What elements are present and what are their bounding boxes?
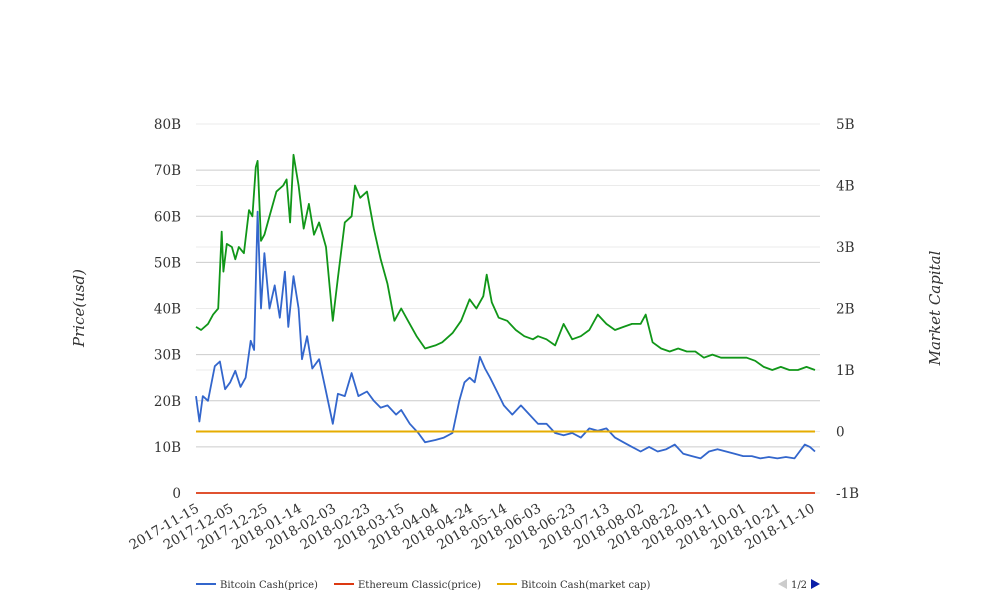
y-tick-label: 20B <box>154 394 181 410</box>
y2-axis-title: Market Capital <box>926 250 944 366</box>
y-tick-label: 40B <box>154 302 181 318</box>
next-page-icon[interactable] <box>811 579 820 589</box>
y2-tick-label: 0 <box>836 425 845 441</box>
y2-tick-label: 1B <box>836 363 855 379</box>
y2-tick-label: 3B <box>836 240 855 256</box>
y-tick-label: 0 <box>172 486 181 502</box>
legend-item[interactable]: Bitcoin Cash(market cap) <box>497 580 650 591</box>
y-tick-label: 10B <box>154 440 181 456</box>
series-line-bitcoin-cash-price <box>195 210 816 460</box>
y-axis-left: 0 10B 20B 30B 40B 50B 60B 70B 80B <box>154 117 181 502</box>
y-tick-label: 70B <box>154 163 181 179</box>
y2-tick-label: 2B <box>836 302 855 318</box>
y-axis-title: Price(usd) <box>70 269 88 348</box>
y-tick-label: 80B <box>154 117 181 133</box>
legend-pager[interactable]: 1/2 <box>778 579 820 591</box>
legend-label: Bitcoin Cash(price) <box>220 580 318 591</box>
legend[interactable]: Bitcoin Cash(price) Ethereum Classic(pric… <box>196 580 650 591</box>
legend-page-indicator: 1/2 <box>791 580 807 591</box>
y-axis-right: -1B 0 1B 2B 3B 4B 5B <box>836 117 859 502</box>
prev-page-icon[interactable] <box>778 579 787 589</box>
y-tick-label: 50B <box>154 255 181 271</box>
y-tick-label: 30B <box>154 348 181 364</box>
legend-label: Bitcoin Cash(market cap) <box>521 580 650 591</box>
legend-item[interactable]: Ethereum Classic(price) <box>334 580 481 591</box>
y2-tick-label: 5B <box>836 117 855 133</box>
x-axis: 2017-11-152017-12-052017-12-252018-01-14… <box>127 501 818 554</box>
legend-label: Ethereum Classic(price) <box>358 580 481 591</box>
y2-tick-label: -1B <box>836 486 859 502</box>
series-line-series-3 <box>195 153 816 371</box>
y2-tick-label: 4B <box>836 179 855 195</box>
y-tick-label: 60B <box>154 209 181 225</box>
series-layer <box>195 153 816 494</box>
legend-item[interactable]: Bitcoin Cash(price) <box>196 580 318 591</box>
